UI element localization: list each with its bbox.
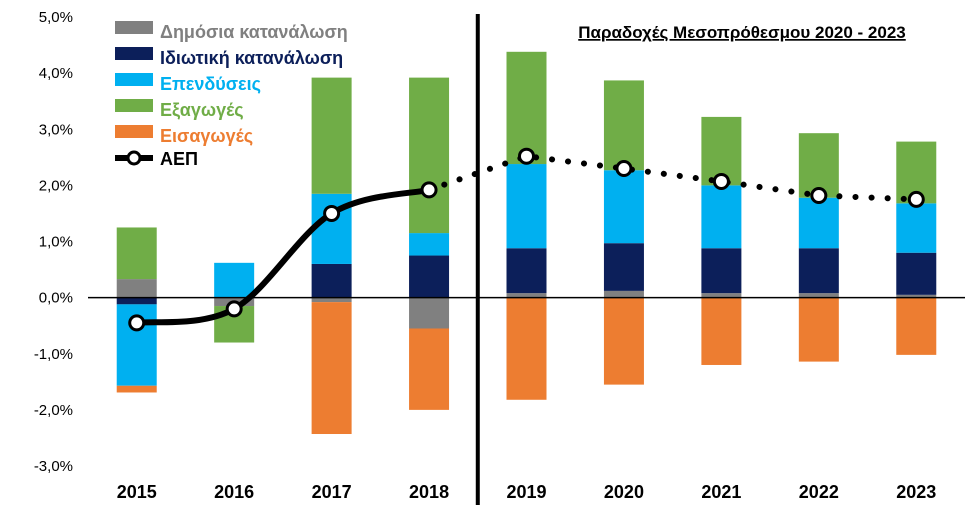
y-tick-label: 1,0% [39,234,73,251]
x-tick-label: 2020 [604,482,644,502]
bar-segment [506,51,547,165]
bar-segment [701,185,742,249]
bar-segment [506,297,547,400]
bar-segment [603,243,644,291]
gdp-point [323,204,341,222]
bar-segment [116,279,157,298]
gdp-line-series [128,147,925,332]
x-tick-label: 2023 [896,482,936,502]
y-tick-label: 0,0% [39,290,73,307]
gdp-point [810,186,828,204]
x-tick-label: 2019 [506,482,546,502]
bar-segment [603,170,644,244]
legend: Δημόσια κατανάλωση Ιδιωτική κατανάλωση Επε… [115,21,348,169]
bar-segment [409,255,450,298]
bar-segment [701,297,742,365]
gdp-point [128,314,146,332]
bar-segment [798,133,839,198]
bar-segment [798,248,839,294]
x-tick-label: 2015 [117,482,157,502]
bar-segment [409,297,450,329]
y-tick-label: 3,0% [39,121,73,138]
bar-segment [701,293,742,298]
bar-segment [116,227,157,280]
bar-segment [311,263,352,298]
gdp-point [712,172,730,190]
y-tick-label: -3,0% [34,458,73,475]
y-tick-label: 4,0% [39,65,73,82]
gdp-point [225,300,243,318]
bar-segment [506,293,547,298]
bar-series [116,51,937,435]
y-tick-label: -1,0% [34,346,73,363]
x-tick-label: 2017 [312,482,352,502]
x-tick-label: 2021 [701,482,741,502]
bar-segment [798,197,839,249]
legend-label: Δημόσια κατανάλωση [160,22,348,42]
bar-segment [896,297,937,355]
bar-segment [214,262,255,298]
x-tick-label: 2018 [409,482,449,502]
bar-segment [116,385,157,393]
y-tick-label: 2,0% [39,177,73,194]
y-axis-ticks: -3,0% -2,0% -1,0% 0,0% 1,0% 2,0% 3,0% 4,0% 5,0% [34,9,73,475]
legend-swatch [115,73,153,86]
chart-title: Παραδοχές Μεσοπρόθεσμου 2020 - 2023 [578,23,906,42]
x-tick-label: 2022 [799,482,839,502]
bar-segment [409,328,450,410]
bar-segment [311,297,352,303]
legend-swatch [115,125,153,138]
legend-label: ΑΕΠ [160,149,198,169]
bar-segment [603,297,644,385]
gdp-line-dotted [426,153,920,203]
y-tick-label: 5,0% [39,9,73,26]
bar-segment [896,203,937,253]
bar-segment [506,164,547,249]
gdp-point [615,160,633,178]
legend-swatch [115,47,153,60]
bar-segment [896,252,937,295]
gdp-point [907,190,925,208]
bar-segment [506,248,547,294]
bar-segment [409,233,450,256]
legend-line-marker [126,150,142,166]
gdp-point [420,181,438,199]
bar-segment [701,248,742,294]
y-tick-label: -2,0% [34,402,73,419]
bar-segment [896,294,937,298]
gdp-line-solid [133,186,433,326]
bar-segment [603,80,644,171]
bar-segment [116,297,157,305]
x-tick-label: 2016 [214,482,254,502]
bar-segment [603,290,644,298]
bar-segment [798,293,839,298]
x-axis-labels: 2015 2016 2017 2018 2019 2020 2021 2022 2023 [117,482,937,502]
gdp-point [518,147,535,165]
legend-label: Εξαγωγές [160,100,244,121]
bar-segment [311,302,352,435]
legend-label: Εισαγωγές [160,126,253,146]
bar-segment [409,77,450,234]
legend-label: Ιδιωτική κατανάλωση [160,48,343,68]
legend-swatch [115,21,153,34]
legend-label: Επενδύσεις [160,74,261,94]
bar-segment [798,297,839,362]
legend-swatch [115,99,153,112]
bar-segment [311,77,352,194]
